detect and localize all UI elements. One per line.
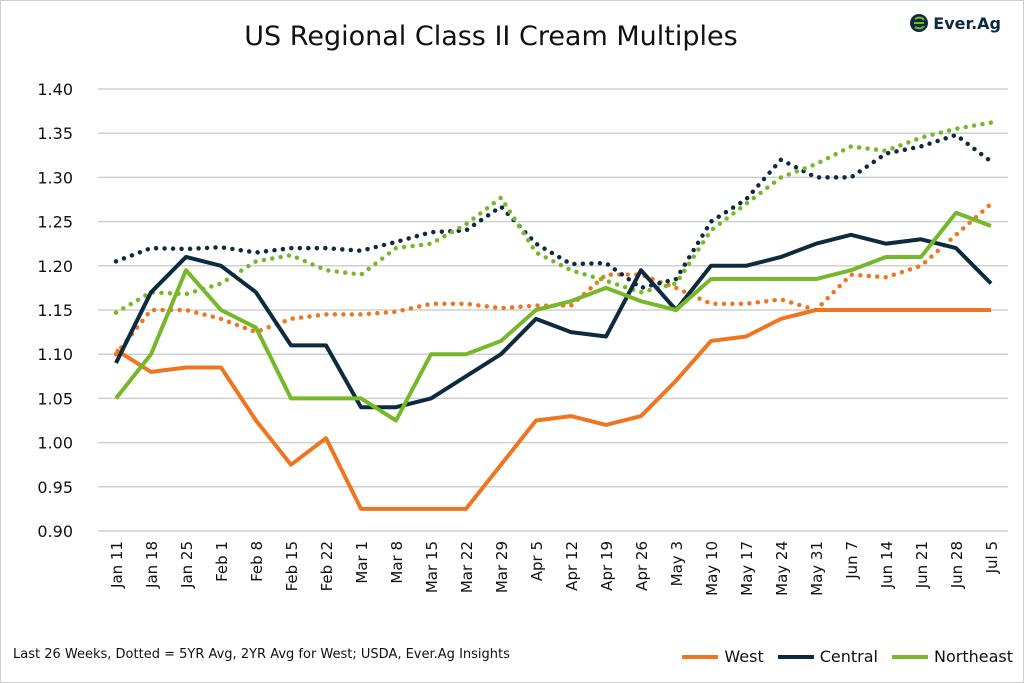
x-tick-label: May 17 (738, 541, 756, 596)
legend-swatch (891, 654, 928, 659)
northeast-avg-series-line (113, 120, 994, 315)
x-tick-label: May 3 (668, 541, 686, 586)
y-tick-label: 1.20 (37, 257, 73, 276)
x-tick-label: May 31 (808, 541, 826, 596)
central-series-line (114, 232, 993, 410)
y-tick-label: 1.05 (37, 389, 73, 408)
logo: Ever.Ag (909, 13, 1001, 33)
west-series-line (114, 308, 991, 511)
x-tick-label: May 24 (773, 541, 791, 596)
legend: West Central Northeast (682, 647, 1013, 666)
x-tick-label: Mar 15 (423, 541, 441, 593)
legend-item-central: Central (777, 647, 878, 666)
legend-swatch (777, 654, 814, 659)
legend-label: Central (819, 647, 878, 666)
legend-swatch (682, 654, 719, 659)
x-tick-label: Mar 29 (493, 541, 511, 593)
x-tick-label: Jan 18 (143, 541, 161, 589)
x-tick-label: Apr 12 (563, 541, 581, 591)
x-tick-label: Feb 8 (248, 541, 266, 582)
ever-ag-logo-icon (910, 14, 929, 32)
x-tick-label: Jul 5 (983, 541, 1001, 574)
y-tick-label: 1.00 (37, 434, 73, 453)
west-avg-series-line (113, 201, 994, 357)
x-tick-label: Mar 1 (353, 541, 371, 584)
legend-item-west: West (682, 647, 764, 666)
x-tick-label: Jun 21 (913, 541, 931, 589)
footnote: Last 26 Weeks, Dotted = 5YR Avg, 2YR Avg… (13, 647, 510, 662)
x-tick-label: Mar 8 (388, 541, 406, 584)
y-tick-label: 0.95 (37, 478, 73, 497)
legend-item-northeast: Northeast (891, 647, 1013, 666)
x-tick-label: Jun 28 (948, 541, 966, 589)
y-tick-label: 1.35 (37, 124, 73, 143)
x-tick-label: Feb 22 (318, 541, 336, 591)
chart-title: US Regional Class II Cream Multiples (244, 21, 738, 52)
x-tick-label: Feb 15 (283, 541, 301, 591)
y-tick-label: 0.90 (37, 522, 73, 541)
central-avg-series-line (113, 132, 994, 291)
x-tick-label: Jan 25 (178, 541, 196, 589)
y-tick-label: 1.30 (37, 168, 73, 187)
legend-label: West (724, 647, 764, 666)
x-tick-label: Jan 11 (108, 541, 126, 589)
x-tick-label: Mar 22 (458, 541, 476, 593)
x-tick-label: Jun 14 (878, 541, 896, 589)
y-tick-label: 1.25 (37, 213, 73, 232)
x-tick-label: Apr 26 (633, 541, 651, 591)
x-tick-label: Apr 5 (528, 541, 546, 581)
x-tick-label: Jun 7 (843, 541, 861, 580)
y-tick-label: 1.15 (37, 301, 73, 320)
x-tick-label: Apr 19 (598, 541, 616, 591)
y-tick-label: 1.10 (37, 345, 73, 364)
x-tick-label: Feb 1 (213, 541, 231, 582)
northeast-series-line (114, 210, 992, 423)
legend-label: Northeast (933, 647, 1013, 666)
logo-text: Ever.Ag (933, 13, 1001, 33)
x-tick-label: May 10 (703, 541, 721, 596)
y-tick-label: 1.40 (37, 80, 73, 99)
